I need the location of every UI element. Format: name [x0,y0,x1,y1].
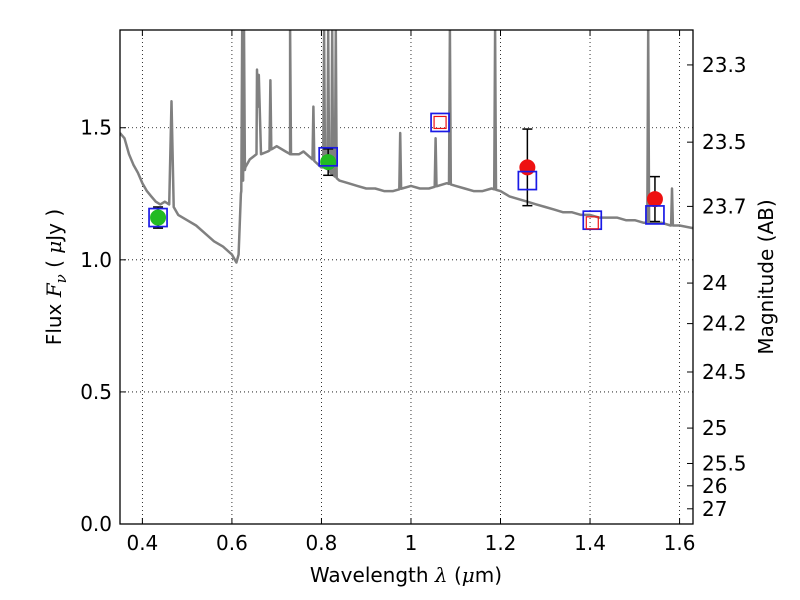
y2-tick-label: 23.5 [702,130,747,154]
x-tick-label: 1.6 [664,531,696,555]
spectrum-line [120,30,693,264]
y-tick-label: 1.5 [80,116,112,140]
spectrum-group [120,30,693,264]
y2-tick-label: 23.3 [702,53,747,77]
model-point-square [148,207,168,228]
model-point-square [430,112,450,133]
y-tick-label: 0.5 [80,380,112,404]
data-point-circle [519,159,536,176]
y2-tick-label: 24 [702,271,727,295]
data-point-circle [320,154,337,171]
data-point-circle [150,209,167,226]
x-tick-label: 1.2 [485,531,517,555]
y2-tick-label: 26 [702,474,727,498]
plot-frame [119,29,694,525]
y2-tick-label: 24.5 [702,360,747,384]
x-tick-label: 0.6 [216,531,248,555]
markers-group [148,112,665,231]
model-point-square-small [585,216,599,230]
plot-background [120,30,693,524]
model-point-square-small [433,115,447,130]
x-axis-title: Wavelength λ (μm) [310,563,502,587]
y2-tick-label: 23.7 [702,194,747,218]
y-tick-label: 0.0 [80,512,112,536]
y2-tick-label: 25 [702,416,727,440]
x-tick-label: 1.4 [574,531,606,555]
x-tick-label: 0.8 [306,531,338,555]
x-tick-label: 1 [405,531,418,555]
ticks-group: 0.4 0.6 0.8 1 1.2 1.4 1.6 0.0 0.5 1.0 1.5 23.3 23.5 2… [80,30,747,555]
y2-tick-label: 25.5 [702,451,747,475]
data-point-circle [646,191,663,208]
y2-axis-title: Magnitude (AB) [754,199,778,354]
y-tick-label: 1.0 [80,248,112,272]
model-point-square [517,170,538,191]
y2-tick-label: 24.2 [702,312,747,336]
model-point-square [318,146,339,167]
y2-tick-label: 27 [702,497,727,521]
y-axis-title: Flux Fν ( μJy ) [42,209,70,345]
model-point-square [645,205,665,225]
x-tick-label: 0.4 [126,531,158,555]
